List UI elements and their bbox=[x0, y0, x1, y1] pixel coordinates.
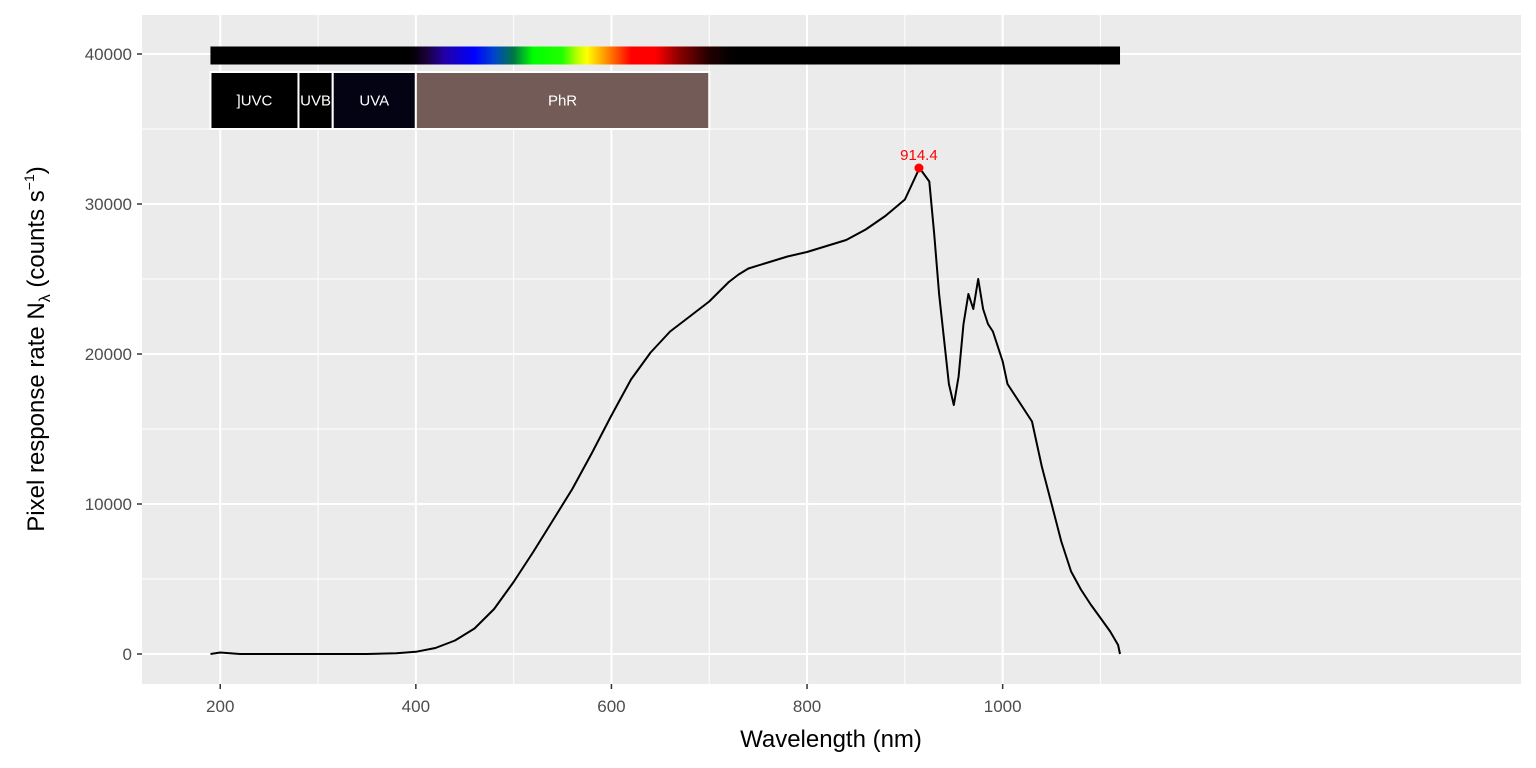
waveband-uva: UVA bbox=[331, 71, 417, 130]
y-axis-title-subscript: λ bbox=[37, 294, 54, 302]
spectrum-overlays: ]UVC UVB UVA PhR bbox=[209, 46, 1121, 130]
y-tick-label: 0 bbox=[123, 645, 132, 664]
y-tick-label: 10000 bbox=[85, 495, 132, 514]
response-series-line bbox=[210, 167, 1121, 655]
y-axis-title-close: ) bbox=[23, 166, 50, 174]
y-axis-title-prefix: Pixel response rate N bbox=[23, 302, 50, 531]
x-tick-label: 200 bbox=[206, 697, 234, 716]
x-tick-label: 600 bbox=[597, 697, 625, 716]
spectrum-color-bar bbox=[210, 46, 1121, 65]
waveband-box bbox=[297, 71, 334, 130]
peak-label: 914.4 bbox=[900, 147, 938, 164]
waveband-box bbox=[331, 71, 417, 130]
peak-point bbox=[914, 163, 924, 173]
peak-annotation: 914.4 bbox=[900, 147, 938, 173]
x-tick-label: 400 bbox=[402, 697, 430, 716]
y-tick-label: 20000 bbox=[85, 345, 132, 364]
x-axis-title: Wavelength (nm) bbox=[740, 726, 922, 753]
waveband-uvb: UVB bbox=[297, 71, 334, 130]
waveband-label: UVA bbox=[359, 93, 389, 110]
waveband-phr: PhR bbox=[414, 71, 711, 130]
x-tick-label: 1000 bbox=[984, 697, 1022, 716]
series-layer bbox=[210, 167, 1121, 655]
x-tick-label: 800 bbox=[793, 697, 821, 716]
waveband-label: PhR bbox=[548, 93, 577, 110]
y-axis-title: Pixel response rate Nλ (counts s−1) bbox=[21, 166, 54, 531]
y-axis-title-unit: (counts s bbox=[23, 190, 50, 294]
waveband-box bbox=[414, 71, 711, 130]
waveband-box bbox=[209, 71, 300, 130]
y-tick-label: 40000 bbox=[85, 45, 132, 64]
waveband-label: ]UVC bbox=[237, 93, 273, 110]
waveband-uvc: ]UVC bbox=[209, 71, 300, 130]
waveband-label: UVB bbox=[300, 93, 331, 110]
y-axis-title-superscript: −1 bbox=[21, 174, 37, 190]
y-tick-label: 30000 bbox=[85, 195, 132, 214]
